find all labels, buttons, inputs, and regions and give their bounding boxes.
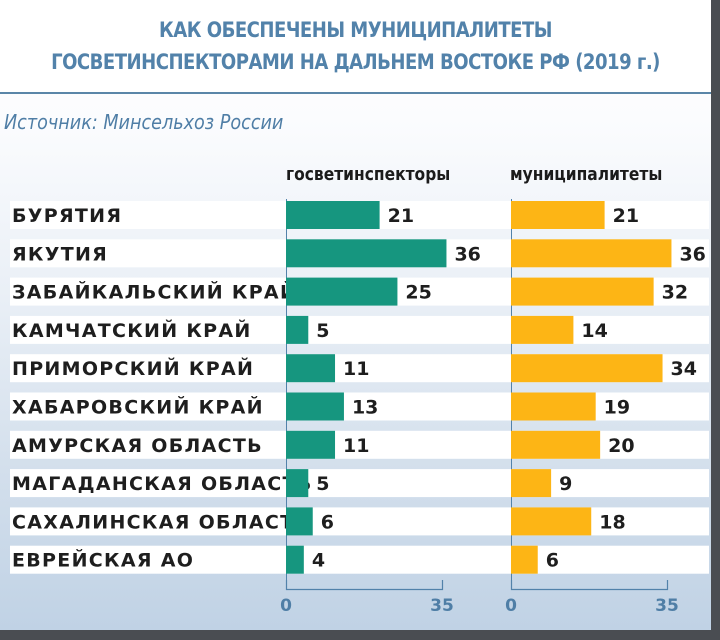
series-header-inspectors: госветинспекторы xyxy=(286,164,451,185)
value-label-municipalities: 18 xyxy=(599,511,625,533)
value-label-inspectors: 21 xyxy=(388,205,414,227)
value-label-inspectors: 5 xyxy=(316,320,329,342)
series-header-municipalities: муниципалитеты xyxy=(510,164,663,185)
value-label-inspectors: 11 xyxy=(343,358,369,380)
value-label-municipalities: 9 xyxy=(559,473,572,495)
title-band: КАК ОБЕСПЕЧЕНЫ МУНИЦИПАЛИТЕТЫ ГОСВЕТИНСП… xyxy=(0,0,711,94)
value-label-municipalities: 19 xyxy=(604,397,630,419)
bar-inspectors xyxy=(286,392,344,421)
value-label-inspectors: 36 xyxy=(454,243,480,265)
axis-bracket xyxy=(285,580,444,591)
value-label-municipalities: 21 xyxy=(613,205,639,227)
category-label: КАМЧАТСКИЙ КРАЙ xyxy=(12,319,252,342)
value-label-municipalities: 14 xyxy=(581,320,607,342)
row-strip xyxy=(10,545,709,574)
source-note: Источник: Минсельхоз России xyxy=(4,110,284,134)
category-label: ЗАБАЙКАЛЬСКИЙ КРАЙ xyxy=(12,281,297,304)
bar-municipalities xyxy=(511,545,538,574)
infographic-card: КАК ОБЕСПЕЧЕНЫ МУНИЦИПАЛИТЕТЫ ГОСВЕТИНСП… xyxy=(0,0,711,630)
category-label: ЯКУТИЯ xyxy=(12,243,108,265)
value-label-municipalities: 32 xyxy=(662,282,688,304)
bar-inspectors xyxy=(286,430,336,459)
bar-municipalities xyxy=(511,354,663,383)
tick-label-min: 0 xyxy=(505,596,517,616)
value-label-inspectors: 13 xyxy=(352,397,378,419)
category-label: ЕВРЕЙСКАЯ АО xyxy=(12,549,194,572)
tick-label-max: 35 xyxy=(430,596,454,616)
value-label-inspectors: 25 xyxy=(405,282,431,304)
tick-label-min: 0 xyxy=(280,596,292,616)
bar-municipalities xyxy=(511,392,596,421)
category-label: ХАБАРОВСКИЙ КРАЙ xyxy=(12,396,264,419)
row-strip xyxy=(10,469,709,498)
value-label-municipalities: 36 xyxy=(679,243,705,265)
chart-title-line-1: КАК ОБЕСПЕЧЕНЫ МУНИЦИПАЛИТЕТЫ xyxy=(159,18,552,42)
bar-municipalities xyxy=(511,507,592,536)
value-label-inspectors: 5 xyxy=(316,473,329,495)
bar-inspectors xyxy=(286,545,304,574)
category-label: АМУРСКАЯ ОБЛАСТЬ xyxy=(12,435,263,457)
bar-inspectors xyxy=(286,277,398,306)
bar-inspectors xyxy=(286,507,313,536)
bar-inspectors xyxy=(286,201,380,229)
bar-inspectors xyxy=(286,239,447,268)
bar-municipalities xyxy=(511,239,672,268)
row-strip xyxy=(10,507,709,536)
bar-inspectors xyxy=(286,354,336,383)
value-label-inspectors: 4 xyxy=(312,550,325,572)
category-label: САХАЛИНСКАЯ ОБЛАСТЬ xyxy=(12,511,310,533)
bar-chart: БУРЯТИЯ ЯКУТИЯ ЗАБАЙКАЛЬСКИЙ КРАЙ КАМЧАТСКИ… xyxy=(10,199,709,616)
chart-title-line-2: ГОСВЕТИНСПЕКТОРАМИ НА ДАЛЬНЕМ ВОСТОКЕ РФ… xyxy=(51,50,660,74)
category-label: ПРИМОРСКИЙ КРАЙ xyxy=(12,357,254,380)
bar-municipalities xyxy=(511,201,605,229)
category-label: МАГАДАНСКАЯ ОБЛАСТЬ xyxy=(12,473,313,495)
bar-municipalities xyxy=(511,469,552,498)
value-label-inspectors: 11 xyxy=(343,435,369,457)
category-label: БУРЯТИЯ xyxy=(12,205,122,227)
bar-municipalities xyxy=(511,315,574,344)
bar-municipalities xyxy=(511,430,601,459)
value-label-municipalities: 20 xyxy=(608,435,634,457)
axis-bracket xyxy=(510,580,669,591)
bar-inspectors xyxy=(286,315,309,344)
bar-municipalities xyxy=(511,277,654,306)
value-label-municipalities: 34 xyxy=(671,358,697,380)
value-label-inspectors: 6 xyxy=(321,511,334,533)
tick-label-max: 35 xyxy=(655,596,679,616)
bar-inspectors xyxy=(286,469,309,498)
row-strip xyxy=(10,315,709,344)
value-label-municipalities: 6 xyxy=(546,550,559,572)
